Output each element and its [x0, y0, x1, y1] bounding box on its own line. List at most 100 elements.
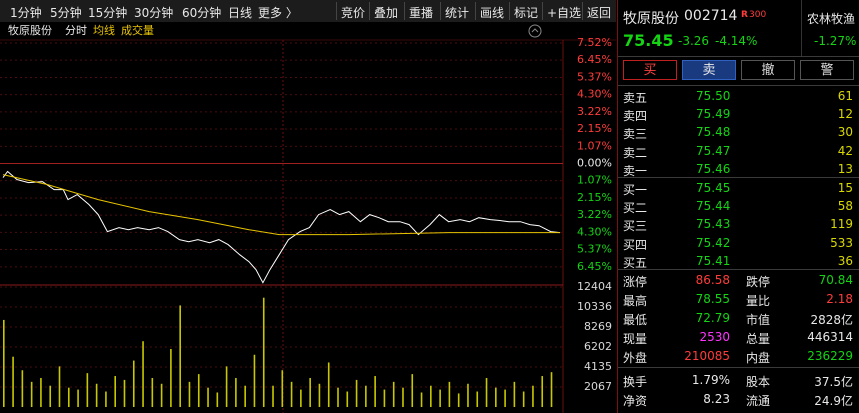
book-price: 75.49: [696, 107, 731, 122]
volume-bar: [420, 392, 423, 407]
collapse-icon: [531, 28, 539, 33]
volume-bar: [495, 387, 497, 407]
volume-bar: [262, 297, 265, 407]
volume-bar: [67, 387, 70, 407]
volume-bar: [374, 376, 376, 407]
volume-bar: [216, 392, 219, 407]
action-divider: [582, 2, 583, 20]
stat-label: 外盘: [623, 351, 648, 365]
sector-change: -1.27%: [814, 34, 857, 48]
period-tab[interactable]: 60分钟: [182, 6, 222, 20]
y-tick-label: 5.37%: [577, 243, 612, 256]
action-button[interactable]: 标记: [514, 6, 539, 20]
volume-bar: [550, 372, 553, 407]
volume-bar: [179, 305, 181, 407]
y-tick-label: 5.37%: [577, 70, 612, 83]
stat-label: 最低: [623, 313, 648, 327]
chart-mode: 分时: [65, 24, 87, 37]
action-divider: [369, 2, 370, 20]
stat-value: 86.58: [695, 273, 730, 287]
book-price: 75.46: [696, 161, 731, 176]
y-tick-label: 12404: [577, 280, 612, 293]
period-tab[interactable]: 30分钟: [134, 6, 174, 20]
stat-value: 2.18: [826, 292, 853, 306]
period-tab[interactable]: 日线: [228, 6, 253, 20]
volume-bar: [365, 385, 367, 407]
action-divider: [440, 2, 441, 20]
volume-bar: [337, 387, 339, 407]
volume-bar: [355, 379, 358, 407]
book-label: 买一: [623, 183, 648, 197]
book-price: 75.45: [696, 181, 731, 195]
volume-bar: [77, 389, 79, 407]
action-button[interactable]: 叠加: [374, 6, 399, 20]
stat-label: 流通: [746, 394, 771, 408]
chart-area: 牧原股份 分时 均线 成交量 7.52% 6.45% 5.37% 4.30% 3.22%…: [0, 22, 616, 413]
y-tick-label: 8269: [584, 320, 612, 333]
period-tab[interactable]: 更多 〉: [258, 6, 298, 20]
stat-value: 446314: [807, 330, 853, 344]
book-price: 75.47: [696, 143, 731, 158]
stat-value: 70.84: [818, 273, 853, 287]
volume-bar: [318, 383, 321, 407]
volume-bar: [327, 362, 330, 407]
volume-bar: [3, 319, 5, 407]
y-tick-label: 2.15%: [577, 122, 612, 135]
action-button[interactable]: 返回: [587, 6, 612, 20]
book-volume: 13: [837, 161, 853, 176]
stat-label: 净资: [623, 394, 648, 408]
volume-bar: [448, 381, 451, 407]
stat-label: 换手: [623, 375, 648, 389]
book-label: 买五: [623, 255, 648, 270]
period-tab[interactable]: 1分钟: [10, 6, 42, 20]
y-tick-label: 10336: [577, 300, 612, 313]
volume-bar: [485, 377, 488, 407]
stat-value: 210085: [684, 349, 730, 363]
book-volume: 533: [830, 235, 853, 250]
stat-label: 现量: [623, 332, 648, 346]
action-divider: [542, 2, 543, 20]
action-button[interactable]: 重播: [409, 6, 434, 20]
trade-button[interactable]: 卖: [682, 60, 736, 80]
book-volume: 36: [837, 253, 853, 268]
book-volume: 42: [837, 143, 853, 158]
stat-label: 跌停: [746, 275, 771, 289]
price-line: [2, 174, 560, 236]
volume-bar: [49, 385, 52, 407]
trade-button[interactable]: 撤: [741, 60, 795, 80]
volume-bar: [504, 389, 506, 407]
stat-label: 涨停: [623, 275, 648, 289]
volume-bar: [86, 373, 89, 407]
volume-bar: [188, 381, 191, 407]
period-tab[interactable]: 15分钟: [88, 6, 128, 20]
tag-index: 300: [749, 10, 767, 20]
volume-bar: [207, 387, 209, 407]
book-volume: 12: [837, 107, 853, 122]
action-button[interactable]: +自选: [547, 6, 582, 20]
y-tick-label: 4.30%: [577, 88, 612, 101]
sector-box[interactable]: [801, 0, 859, 56]
book-label: 买二: [623, 201, 648, 216]
action-button[interactable]: 统计: [445, 6, 470, 20]
stat-value: 2828亿: [810, 313, 853, 327]
book-label: 买四: [623, 237, 648, 252]
change-pct: -4.14%: [715, 34, 758, 48]
action-button[interactable]: 竞价: [341, 6, 366, 20]
y-tick-label: 4135: [584, 360, 612, 373]
trade-button[interactable]: 买: [623, 60, 677, 80]
volume-bar: [225, 366, 228, 407]
period-tab[interactable]: 5分钟: [50, 6, 82, 20]
volume-bar: [132, 360, 135, 407]
sector-name: 农林牧渔: [807, 12, 856, 26]
action-divider: [404, 2, 405, 20]
trade-button[interactable]: 警: [800, 60, 854, 80]
book-label: 卖四: [623, 109, 648, 124]
action-button[interactable]: 画线: [480, 6, 505, 20]
book-price: 75.48: [696, 125, 731, 140]
quote-panel: 牧原股份 002714 R 300 农林牧渔 -1.27% 75.45 -3.2…: [617, 0, 859, 413]
volume-bar: [467, 383, 469, 407]
book-label: 卖二: [623, 145, 648, 160]
volume-bar: [123, 379, 126, 407]
stat-label: 总量: [746, 332, 771, 346]
collapse-button[interactable]: [528, 24, 542, 38]
